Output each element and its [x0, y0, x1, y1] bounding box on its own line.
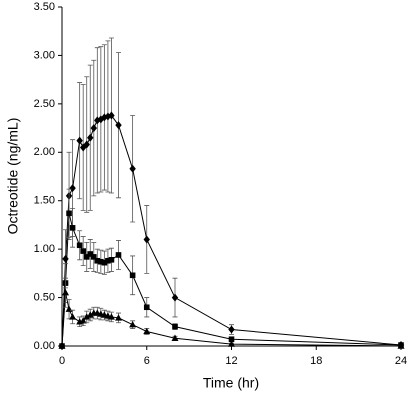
- marker: [171, 334, 179, 341]
- marker: [69, 184, 76, 193]
- x-tick-label: 0: [59, 355, 65, 367]
- marker: [143, 304, 150, 311]
- marker: [69, 313, 77, 320]
- marker: [66, 210, 72, 217]
- marker: [65, 305, 73, 312]
- marker: [76, 136, 83, 145]
- marker: [228, 336, 235, 343]
- marker: [228, 325, 235, 334]
- y-tick-label: 3.50: [34, 1, 55, 13]
- x-tick-label: 12: [225, 355, 237, 367]
- marker: [129, 272, 136, 279]
- marker: [80, 248, 86, 254]
- marker: [58, 342, 66, 349]
- marker: [228, 340, 235, 347]
- marker: [86, 311, 94, 318]
- marker: [143, 235, 150, 244]
- y-tick-label: 2.50: [34, 98, 55, 110]
- marker: [108, 111, 115, 120]
- marker: [115, 252, 122, 258]
- marker: [143, 327, 151, 335]
- marker: [171, 293, 179, 302]
- x-tick-label: 6: [144, 355, 150, 367]
- marker: [172, 323, 178, 330]
- marker: [87, 133, 94, 142]
- marker: [129, 164, 136, 173]
- marker: [129, 320, 137, 328]
- marker: [62, 289, 70, 296]
- marker: [90, 124, 97, 133]
- x-tick-label: 24: [395, 355, 407, 367]
- y-tick-label: 3.00: [34, 49, 55, 61]
- y-tick-label: 1.50: [34, 195, 55, 207]
- marker: [107, 313, 115, 320]
- marker: [62, 254, 69, 263]
- series-line: [61, 114, 402, 347]
- marker: [76, 242, 83, 249]
- y-tick-label: 0.50: [34, 291, 55, 303]
- marker: [108, 256, 115, 263]
- y-axis-title: Octreotide (ng/mL): [5, 118, 21, 235]
- marker: [69, 225, 76, 231]
- y-tick-label: 1.00: [34, 243, 55, 255]
- x-tick-label: 18: [310, 355, 322, 367]
- x-axis-title: Time (hr): [203, 375, 259, 391]
- marker: [83, 313, 91, 320]
- marker: [115, 314, 122, 321]
- marker: [115, 121, 122, 130]
- y-tick-label: 0.00: [34, 340, 55, 352]
- marker: [79, 317, 87, 324]
- y-tick-label: 2.00: [34, 146, 55, 158]
- marker: [83, 140, 90, 149]
- marker: [397, 342, 405, 349]
